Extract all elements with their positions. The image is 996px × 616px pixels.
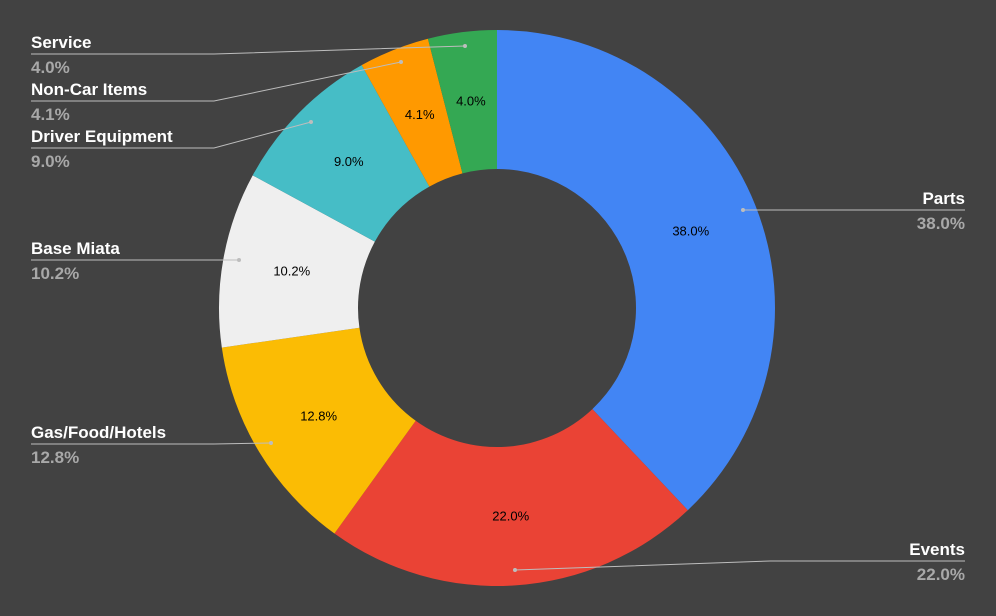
slice-service[interactable] xyxy=(427,30,497,174)
slice-events[interactable] xyxy=(334,409,688,586)
leader-dot-base-miata xyxy=(237,258,241,262)
leader-dot-parts xyxy=(741,208,745,212)
legend-value-service: 4.0% xyxy=(31,58,70,77)
slice-non-car-items[interactable] xyxy=(361,38,463,187)
leader-line-driver-equipment xyxy=(31,121,312,149)
legend-name-driver-equipment: Driver Equipment xyxy=(31,127,173,146)
slice-label-base-miata: 10.2% xyxy=(273,264,310,279)
leader-line-non-car-items xyxy=(31,61,402,102)
slice-label-gas-food-hotels: 12.8% xyxy=(300,409,337,424)
leader-dot-service xyxy=(463,44,467,48)
legend-name-events: Events xyxy=(909,540,965,559)
slice-label-events: 22.0% xyxy=(492,509,529,524)
legend-value-gas-food-hotels: 12.8% xyxy=(31,448,79,467)
slice-gas-food-hotels[interactable] xyxy=(221,327,416,534)
leader-dot-driver-equipment xyxy=(309,120,313,124)
legend-name-gas-food-hotels: Gas/Food/Hotels xyxy=(31,423,166,442)
slice-base-miata[interactable] xyxy=(218,175,375,348)
leader-line-gas-food-hotels xyxy=(31,442,272,445)
slice-driver-equipment[interactable] xyxy=(252,65,430,242)
slice-labels-group: 38.0% 22.0% 12.8% 10.2% 9.0% 4.1% 4.0% xyxy=(273,94,709,524)
legend-value-non-car-items: 4.1% xyxy=(31,105,70,124)
legend-value-parts: 38.0% xyxy=(917,214,965,233)
slice-label-driver-equipment: 9.0% xyxy=(334,154,364,169)
legend-group: Parts 38.0% Events 22.0% Gas/Food/Hotels 12.8… xyxy=(31,33,965,584)
legend-name-service: Service xyxy=(31,33,92,52)
slice-label-non-car-items: 4.1% xyxy=(405,107,435,122)
legend-value-base-miata: 10.2% xyxy=(31,264,79,283)
legend-name-non-car-items: Non-Car Items xyxy=(31,80,147,99)
slice-label-parts: 38.0% xyxy=(672,224,709,239)
legend-value-events: 22.0% xyxy=(917,565,965,584)
leader-dot-gas-food-hotels xyxy=(269,441,273,445)
legend-name-parts: Parts xyxy=(922,189,965,208)
slice-parts[interactable] xyxy=(497,30,776,511)
slices-group xyxy=(218,30,776,586)
leader-dot-non-car-items xyxy=(399,60,403,64)
legend-value-driver-equipment: 9.0% xyxy=(31,152,70,171)
leader-line-events xyxy=(514,560,965,571)
leader-dot-events xyxy=(513,568,517,572)
leader-line-service xyxy=(31,45,466,55)
slice-label-service: 4.0% xyxy=(456,94,486,109)
legend-name-base-miata: Base Miata xyxy=(31,239,120,258)
